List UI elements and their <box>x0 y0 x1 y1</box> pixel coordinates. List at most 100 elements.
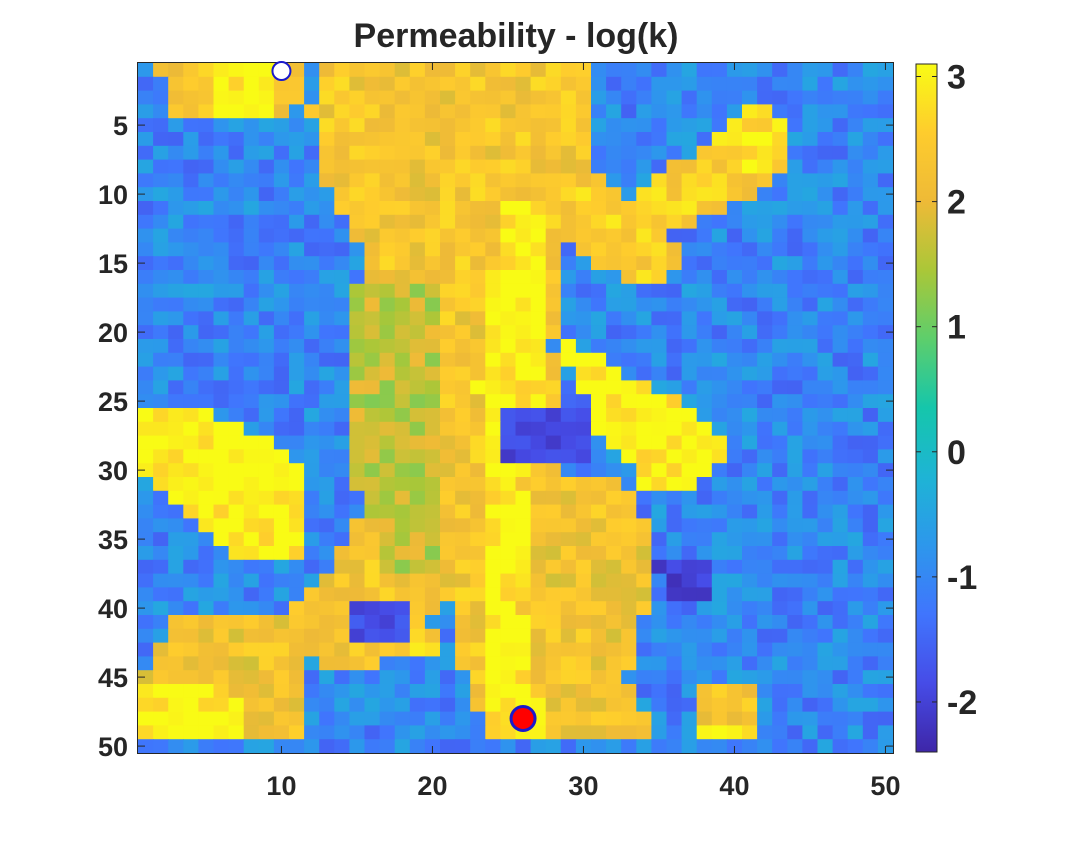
heatmap-cell <box>213 339 230 354</box>
heatmap-cell <box>877 228 894 243</box>
heatmap-cell <box>455 656 471 671</box>
heatmap-cell <box>409 546 426 561</box>
heatmap-cell <box>289 518 305 533</box>
heatmap-cell <box>349 339 366 354</box>
heatmap-cell <box>726 173 743 188</box>
heatmap-cell <box>424 132 441 147</box>
heatmap-cell <box>681 145 698 161</box>
heatmap-cell <box>440 711 456 726</box>
heatmap-cell <box>349 642 366 657</box>
heatmap-cell <box>560 118 577 133</box>
heatmap-cell <box>379 628 396 644</box>
heatmap-cell <box>394 90 411 105</box>
heatmap-cell <box>591 256 607 271</box>
heatmap-cell <box>636 366 652 381</box>
heatmap-cell <box>409 297 426 312</box>
heatmap-cell <box>636 642 652 657</box>
heatmap-cell <box>560 311 577 326</box>
heatmap-cell <box>379 518 396 533</box>
heatmap-cell <box>334 490 350 506</box>
heatmap-cell <box>787 145 803 161</box>
heatmap-cell <box>606 90 622 105</box>
heatmap-cell <box>666 256 683 271</box>
heatmap-cell <box>349 90 366 105</box>
heatmap-cell <box>455 587 471 602</box>
heatmap-cell <box>198 711 215 726</box>
heatmap-cell <box>243 615 260 630</box>
heatmap-cell <box>243 642 260 657</box>
heatmap-cell <box>243 421 260 437</box>
heatmap-cell <box>575 490 592 506</box>
heatmap-cell <box>515 159 532 174</box>
heatmap-cell <box>153 463 169 478</box>
heatmap-cell <box>183 725 199 740</box>
heatmap-cell <box>696 394 713 409</box>
heatmap-cell <box>198 601 215 616</box>
heatmap-cell <box>742 518 758 533</box>
heatmap-cell <box>772 394 788 409</box>
heatmap-cell <box>258 311 275 326</box>
heatmap-cell <box>228 325 245 340</box>
heatmap-cell <box>485 615 501 630</box>
heatmap-cell <box>168 573 184 588</box>
heatmap-cell <box>485 104 501 119</box>
heatmap-cell <box>802 132 819 147</box>
heatmap-cell <box>198 297 215 312</box>
heatmap-cell <box>455 559 471 575</box>
heatmap-cell <box>168 504 184 519</box>
heatmap-cell <box>394 490 411 506</box>
heatmap-cell <box>696 366 713 381</box>
heatmap-cell <box>243 339 260 354</box>
heatmap-cell <box>273 270 290 285</box>
heatmap-cell <box>681 615 698 630</box>
heatmap-cell <box>862 76 879 92</box>
heatmap-cell <box>726 518 743 533</box>
heatmap-cell <box>455 76 471 92</box>
heatmap-cell <box>802 256 819 271</box>
heatmap-cell <box>726 656 743 671</box>
heatmap-cell <box>334 739 350 754</box>
heatmap-cell <box>591 132 607 147</box>
heatmap-cell <box>726 587 743 602</box>
heatmap-cell <box>621 697 637 713</box>
heatmap-cell <box>591 214 607 230</box>
heatmap-cell <box>591 559 607 575</box>
heatmap-cell <box>681 656 698 671</box>
heatmap-cell <box>243 256 260 271</box>
heatmap-cell <box>606 642 622 657</box>
heatmap-cell <box>334 242 350 257</box>
heatmap-cell <box>696 283 713 299</box>
heatmap-cell <box>757 559 773 575</box>
heatmap-cell <box>424 380 441 395</box>
heatmap-cell <box>696 725 713 740</box>
heatmap-cell <box>711 711 728 726</box>
heatmap-cell <box>440 408 456 423</box>
heatmap-cell <box>485 670 501 685</box>
heatmap-cell <box>515 228 532 243</box>
heatmap-cell <box>681 532 698 547</box>
heatmap-cell <box>757 380 773 395</box>
heatmap-cell <box>289 504 305 519</box>
heatmap-cell <box>651 490 668 506</box>
heatmap-cell <box>696 145 713 161</box>
heatmap-cell <box>304 201 320 216</box>
heatmap-cell <box>228 394 245 409</box>
heatmap-cell <box>772 504 788 519</box>
heatmap-cell <box>802 90 819 105</box>
heatmap-cell <box>455 394 471 409</box>
heatmap-cell <box>772 173 788 188</box>
heatmap-cell <box>243 228 260 243</box>
heatmap-cell <box>500 145 517 161</box>
heatmap-cell <box>273 104 290 119</box>
heatmap-cell <box>500 477 517 492</box>
heatmap-cell <box>500 739 517 754</box>
heatmap-cell <box>334 63 350 78</box>
heatmap-cell <box>817 242 834 257</box>
y-tick-label: 50 <box>98 732 128 762</box>
heatmap-cell <box>364 214 381 230</box>
heatmap-cell <box>198 656 215 671</box>
heatmap-cell <box>409 587 426 602</box>
heatmap-cell <box>394 628 411 644</box>
heatmap-cell <box>681 628 698 644</box>
